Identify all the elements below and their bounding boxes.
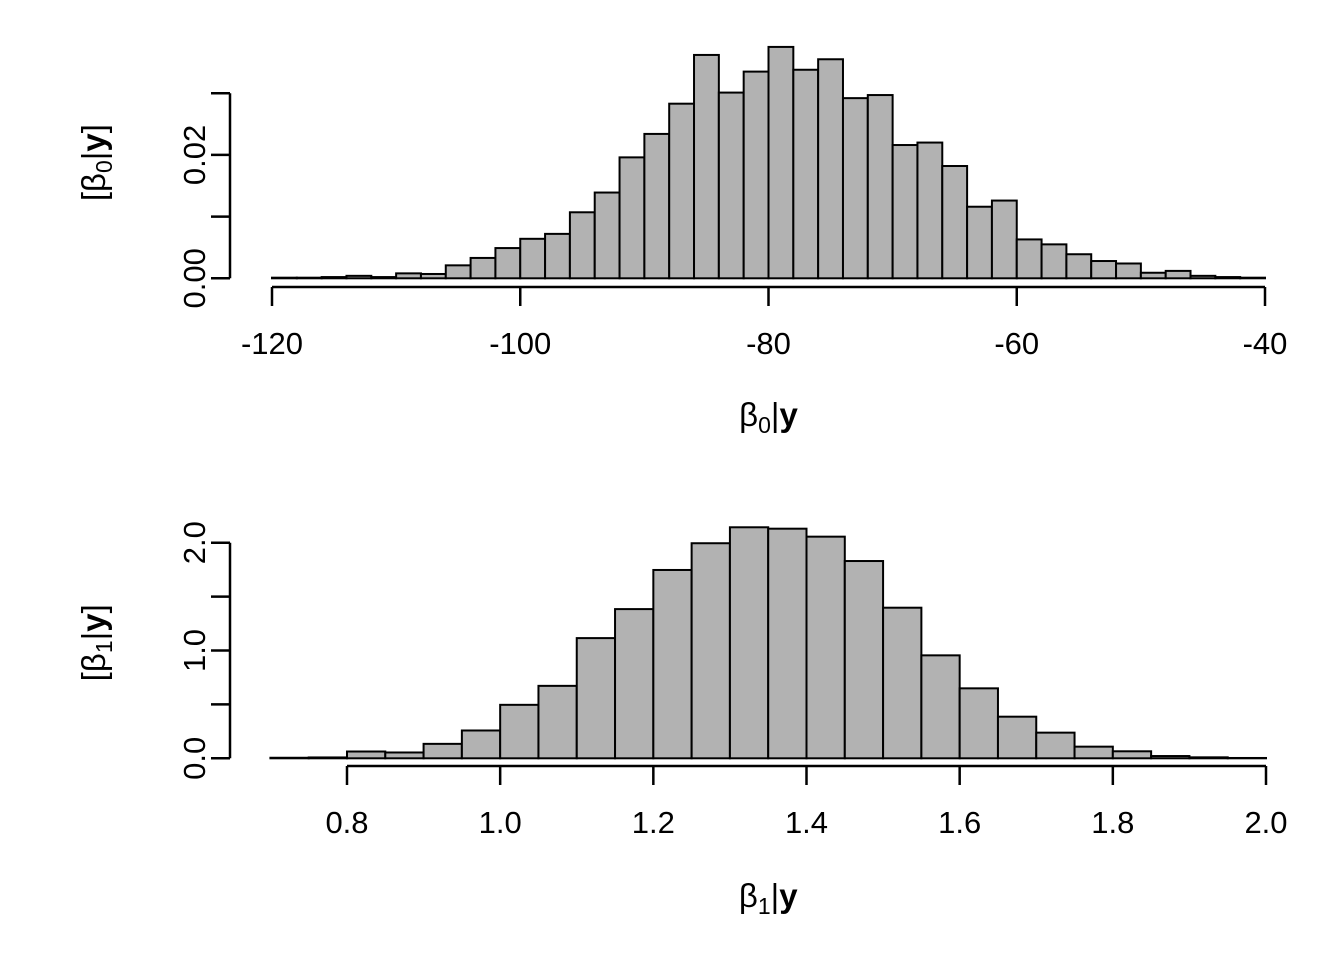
- histogram-bar: [769, 47, 794, 278]
- x-axis: -120 -100 -80 -60 -40: [241, 287, 1287, 361]
- histogram-bar: [1091, 261, 1116, 278]
- histogram-bar: [998, 717, 1036, 759]
- x-tick-label: -60: [994, 326, 1039, 361]
- x-tick-label: 1.6: [938, 805, 981, 840]
- x-axis-title: β0|y: [739, 396, 798, 438]
- histogram-bar: [297, 278, 322, 279]
- histogram-bar: [843, 98, 868, 278]
- histogram-bar: [471, 258, 496, 278]
- histogram-bar: [694, 55, 719, 278]
- histogram-bar: [520, 239, 545, 278]
- histogram-bar: [615, 609, 653, 758]
- histogram-bar: [272, 278, 297, 279]
- histogram-bar: [371, 277, 396, 278]
- histogram-bar: [1036, 733, 1074, 759]
- histogram-bar: [309, 757, 347, 758]
- x-tick-label: -40: [1243, 326, 1288, 361]
- histogram-bar: [1151, 756, 1189, 758]
- x-tick-label: 1.0: [479, 805, 522, 840]
- histogram-bar: [1042, 244, 1067, 278]
- histogram-bar: [424, 744, 462, 758]
- histogram-bar: [446, 265, 471, 278]
- histogram-bar: [385, 752, 423, 758]
- histogram-bar: [1116, 263, 1141, 278]
- x-tick-label: 1.4: [785, 805, 828, 840]
- histogram-bar: [1189, 757, 1227, 758]
- x-tick-label: 1.2: [632, 805, 675, 840]
- histogram-bar: [500, 705, 538, 758]
- histogram-bar: [570, 212, 595, 278]
- histogram-bar: [1191, 276, 1216, 278]
- y-tick-label: 0.0: [177, 737, 212, 780]
- y-tick-label: 0.00: [177, 248, 212, 308]
- histogram-bar: [347, 752, 385, 759]
- histogram-bar: [620, 157, 645, 278]
- histogram-bar: [462, 730, 500, 758]
- histogram-bar: [921, 655, 959, 758]
- y-axis-title: [β1|y]: [75, 604, 117, 681]
- y-axis-title: [β0|y]: [75, 124, 117, 201]
- histogram-bar: [669, 104, 694, 279]
- histogram-bar: [845, 561, 883, 758]
- histogram-bar: [545, 234, 570, 278]
- histogram-bar: [346, 276, 371, 278]
- histogram-bar: [942, 166, 967, 278]
- histogram-bar: [270, 758, 308, 759]
- x-tick-label: -80: [746, 326, 791, 361]
- x-tick-label: 2.0: [1244, 805, 1287, 840]
- histogram-bar: [1017, 239, 1042, 278]
- histogram-bar: [917, 143, 942, 279]
- histogram-bar: [1166, 271, 1191, 278]
- histogram-bar: [1066, 254, 1091, 278]
- histogram-bar: [1240, 278, 1265, 279]
- histogram-bar: [967, 207, 992, 279]
- histogram-bar: [1113, 751, 1151, 758]
- histogram-bar: [793, 70, 818, 279]
- beta0-histogram-panel: -120 -100 -80 -60 -40 0.00 0.02 β0|y [β0|y]: [75, 47, 1287, 438]
- histogram-bar: [818, 59, 843, 278]
- histogram-bar: [719, 93, 744, 279]
- histogram-bar: [883, 608, 921, 759]
- x-tick-label: 1.8: [1091, 805, 1134, 840]
- histogram-bar: [893, 145, 918, 278]
- x-tick-label: -120: [241, 326, 303, 361]
- histogram-bar: [1215, 277, 1240, 278]
- y-tick-label: 1.0: [177, 629, 212, 672]
- x-tick-label: -100: [489, 326, 551, 361]
- histogram-bar: [807, 537, 845, 759]
- x-axis: 0.8 1.0 1.2 1.4 1.6 1.8 2.0: [325, 766, 1287, 840]
- histogram-bar: [730, 527, 768, 758]
- histogram-bar: [644, 134, 669, 278]
- histogram-bar: [538, 686, 576, 758]
- histogram-bar: [396, 273, 421, 278]
- histogram-bar: [653, 570, 691, 758]
- histogram-bar: [960, 688, 998, 758]
- histogram-bar: [322, 277, 347, 278]
- histogram-bar: [495, 248, 520, 278]
- x-axis-title: β1|y: [739, 877, 798, 919]
- histogram-bar: [868, 95, 893, 278]
- histogram-bar: [1141, 273, 1166, 279]
- x-tick-label: 0.8: [325, 805, 368, 840]
- histogram-bar: [692, 543, 730, 758]
- y-axis: 0.0 1.0 2.0: [177, 521, 230, 780]
- histogram-bar: [1075, 747, 1113, 759]
- histogram-bar: [595, 193, 620, 279]
- y-tick-label: 2.0: [177, 521, 212, 564]
- histogram-bar: [577, 638, 615, 758]
- histogram-bar: [992, 201, 1017, 279]
- y-axis: 0.00 0.02: [177, 93, 230, 308]
- y-tick-label: 0.02: [177, 125, 212, 185]
- beta1-histogram-panel: 0.8 1.0 1.2 1.4 1.6 1.8 2.0 0.0 1.0 2.0 β1|y [β1|y]: [75, 521, 1288, 919]
- histogram-bar: [744, 72, 769, 279]
- histogram-bar: [768, 529, 806, 759]
- histogram-bar: [421, 274, 446, 278]
